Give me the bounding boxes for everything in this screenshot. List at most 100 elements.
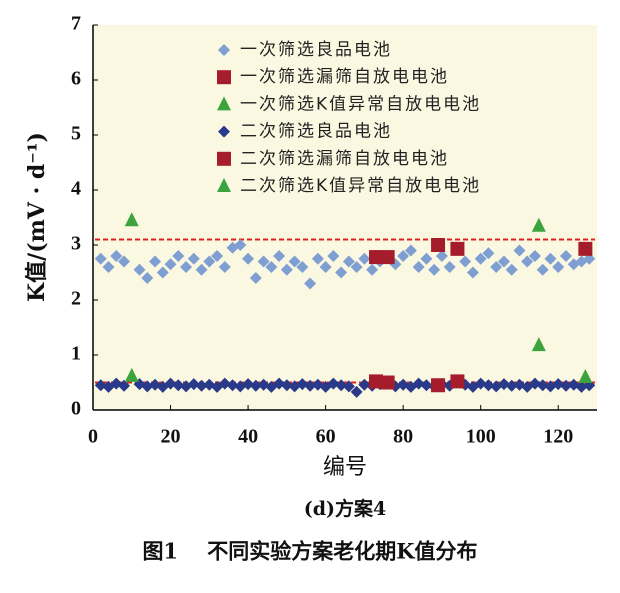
point	[124, 367, 139, 382]
point	[528, 250, 541, 262]
y-tick-label: 4	[71, 178, 81, 200]
point	[412, 261, 425, 273]
point	[280, 379, 293, 392]
point	[172, 379, 185, 392]
point	[149, 255, 162, 268]
point	[482, 247, 495, 260]
point	[304, 379, 317, 392]
point	[211, 250, 224, 262]
point	[369, 250, 384, 265]
x-tick-label: 20	[161, 426, 181, 448]
point	[404, 244, 417, 257]
point	[242, 252, 255, 265]
point	[273, 377, 286, 390]
y-tick-label: 6	[71, 68, 81, 90]
point	[435, 250, 448, 262]
point	[133, 263, 146, 276]
point	[350, 261, 363, 273]
point	[195, 379, 208, 392]
point	[497, 378, 510, 391]
point	[124, 212, 139, 227]
point	[531, 217, 546, 232]
point	[505, 263, 518, 276]
legend-label: 一次筛选K值异常自放电电池	[240, 94, 481, 114]
caption: 图1 不同实验方案老化期K值分布	[142, 539, 477, 564]
point	[559, 379, 572, 392]
x-tick-label: 120	[543, 426, 573, 448]
point	[265, 261, 278, 273]
point	[536, 263, 549, 276]
plot-background	[93, 25, 597, 410]
point	[544, 252, 557, 265]
y-axis-label: K值/(mV · d⁻¹)	[24, 132, 50, 302]
point	[311, 252, 324, 265]
point	[505, 379, 518, 392]
point	[482, 379, 495, 392]
point	[257, 255, 270, 268]
point	[431, 238, 446, 252]
point	[164, 258, 177, 271]
x-tick-label: 100	[466, 426, 496, 448]
point	[575, 380, 588, 393]
point	[180, 261, 193, 273]
point	[412, 377, 425, 390]
point	[380, 375, 395, 390]
point	[273, 250, 286, 262]
point	[431, 378, 446, 393]
point	[497, 255, 510, 268]
point	[102, 261, 115, 273]
legend-marker	[217, 96, 231, 111]
point	[187, 378, 200, 391]
point	[474, 377, 487, 390]
point	[528, 377, 541, 390]
point	[164, 377, 177, 390]
point	[218, 261, 231, 273]
point	[94, 252, 107, 265]
legend-label: 二次筛选漏筛自放电电池	[240, 149, 449, 169]
point	[450, 241, 465, 256]
point	[218, 377, 231, 390]
legend-marker	[218, 125, 230, 138]
point	[397, 250, 410, 262]
point	[578, 241, 593, 256]
point	[342, 255, 355, 268]
point	[369, 374, 384, 389]
point	[428, 263, 441, 276]
point	[459, 255, 472, 268]
point	[141, 272, 154, 284]
point	[249, 272, 262, 284]
point	[358, 378, 371, 391]
point	[578, 369, 593, 383]
y-tick-label: 1	[71, 343, 81, 365]
point	[559, 250, 572, 262]
y-tick-label: 0	[71, 398, 81, 420]
point	[552, 261, 565, 273]
point	[536, 379, 549, 392]
point	[420, 379, 433, 392]
point	[552, 378, 565, 391]
y-tick-label: 2	[71, 288, 81, 310]
y-tick-label: 5	[71, 123, 81, 145]
point	[335, 266, 348, 279]
point	[342, 380, 355, 393]
point	[242, 378, 255, 391]
point	[521, 255, 534, 268]
point	[350, 385, 363, 398]
point	[249, 379, 262, 392]
legend-label: 二次筛选良品电池	[240, 122, 392, 142]
point	[304, 277, 317, 290]
point	[110, 250, 123, 262]
x-tick-label: 0	[88, 426, 98, 448]
point	[94, 379, 107, 392]
y-tick-label: 7	[71, 13, 81, 35]
point	[327, 377, 340, 390]
point	[234, 239, 247, 251]
point	[141, 380, 154, 393]
legend-marker	[217, 70, 231, 85]
point	[118, 379, 131, 392]
point	[443, 261, 456, 273]
legend-marker	[218, 44, 230, 56]
legend-label: 一次筛选漏筛自放电电池	[240, 67, 449, 87]
x-tick-label: 40	[238, 426, 258, 448]
